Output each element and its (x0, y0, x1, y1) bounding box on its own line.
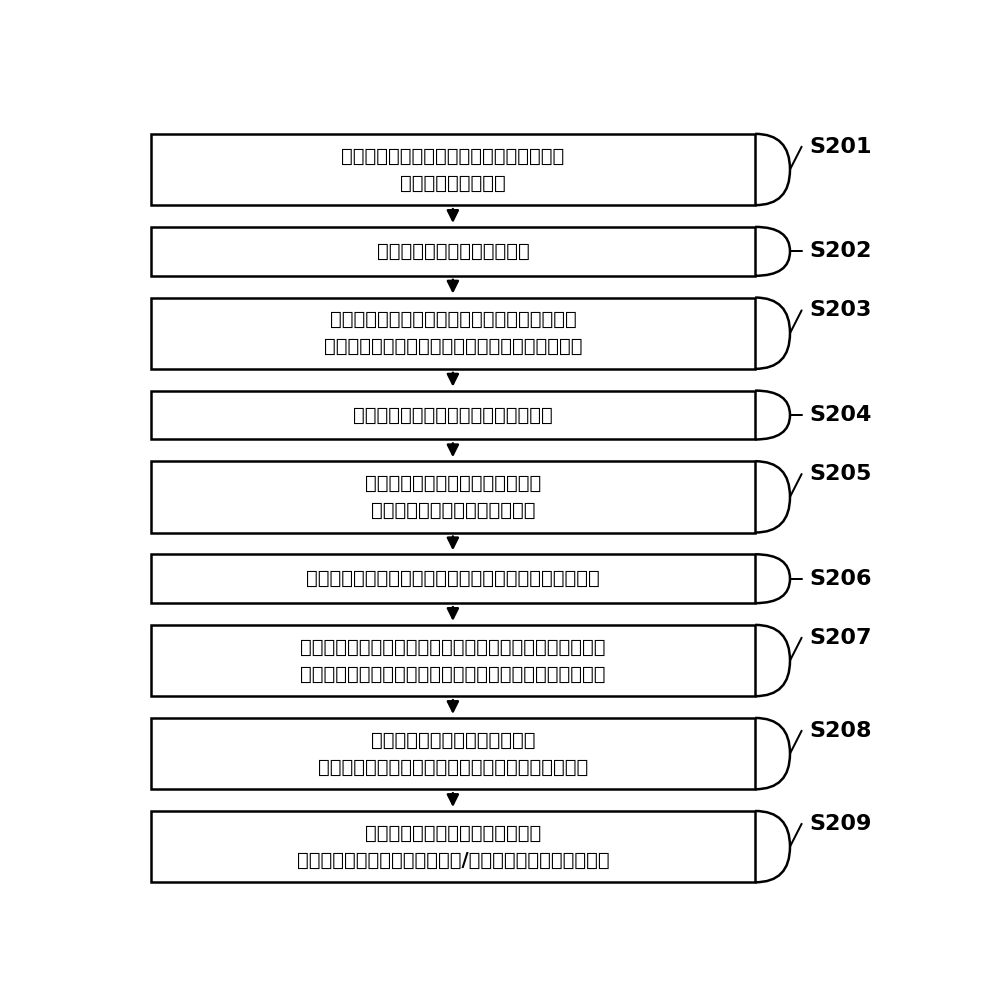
Bar (150, 298, 755, 369)
Bar (150, 554, 755, 603)
Text: 包括栅氧化层以及位于所述栅氧化层上的多晶硅层: 包括栅氧化层以及位于所述栅氧化层上的多晶硅层 (324, 337, 582, 356)
Bar (150, 391, 755, 439)
Text: 在所述应变硅层上形成栅极结构，所述栅极结构: 在所述应变硅层上形成栅极结构，所述栅极结构 (330, 310, 576, 329)
Bar (150, 625, 755, 696)
Text: 提供硅衬底，向所述硅衬底中注入锗离子，: 提供硅衬底，向所述硅衬底中注入锗离子， (341, 146, 564, 165)
Text: 在所述硅外延层中进行轻掺杂源/漏区离子注入以形成超浅结: 在所述硅外延层中进行轻掺杂源/漏区离子注入以形成超浅结 (296, 851, 610, 870)
Text: S202: S202 (809, 241, 871, 261)
Text: 并平坦化所述硅外延层的顶部至所述栅氧化层的底部: 并平坦化所述硅外延层的顶部至所述栅氧化层的底部 (318, 758, 588, 777)
Text: S207: S207 (809, 628, 871, 648)
Text: 以所述栅极结构及氧化壁为掩膜，: 以所述栅极结构及氧化壁为掩膜， (365, 824, 541, 843)
Text: S208: S208 (809, 721, 871, 741)
Text: S209: S209 (809, 814, 871, 834)
Text: 底两侧形成侧墙，所述侧墙的顶部低于所述栅氧化层的底部: 底两侧形成侧墙，所述侧墙的顶部低于所述栅氧化层的底部 (300, 665, 606, 684)
Text: S203: S203 (809, 300, 871, 320)
Text: S201: S201 (809, 137, 871, 157)
Bar (150, 811, 755, 882)
Bar (150, 134, 755, 205)
Text: 刻蚀所述介电层以在栅极结构及氧化壁下方保留的半导体衬: 刻蚀所述介电层以在栅极结构及氧化壁下方保留的半导体衬 (300, 638, 606, 657)
Text: 以所述栅极结构及氧化壁为掩膜，: 以所述栅极结构及氧化壁为掩膜， (365, 474, 541, 493)
Text: 在所述硅锗层上形成应变硅层: 在所述硅锗层上形成应变硅层 (376, 242, 530, 261)
Text: 氧化所述栅极结构的侧壁以形成氧化壁: 氧化所述栅极结构的侧壁以形成氧化壁 (353, 406, 552, 425)
Bar (150, 227, 755, 276)
Bar (150, 718, 755, 789)
Text: 在所述硅衬底上形成硅外延层，: 在所述硅衬底上形成硅外延层， (370, 731, 535, 750)
Text: 快速退火形成锗硅层: 快速退火形成锗硅层 (400, 174, 506, 193)
Text: 在所述半导体衬底、栅极结构以及氧化壁表面沉积介电层: 在所述半导体衬底、栅极结构以及氧化壁表面沉积介电层 (306, 569, 600, 588)
Text: S205: S205 (809, 464, 871, 484)
Text: S204: S204 (809, 405, 871, 425)
Text: 依次刻蚀所述应变硅层和锗硅层: 依次刻蚀所述应变硅层和锗硅层 (370, 501, 535, 520)
Bar (150, 461, 755, 533)
Text: S206: S206 (809, 569, 871, 589)
